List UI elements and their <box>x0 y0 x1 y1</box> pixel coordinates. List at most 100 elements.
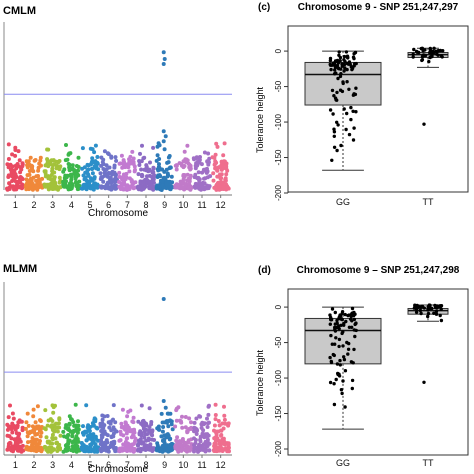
data-point <box>142 155 147 160</box>
data-point <box>166 160 171 165</box>
data-point <box>43 169 48 174</box>
data-point <box>44 435 49 440</box>
data-point <box>36 168 41 173</box>
jitter-points <box>328 303 444 409</box>
data-point <box>345 67 349 72</box>
x-tick-label: 8 <box>143 460 148 470</box>
data-point <box>137 163 142 167</box>
data-point <box>138 437 143 442</box>
data-point <box>26 440 30 445</box>
data-point <box>13 148 18 152</box>
data-point <box>79 186 84 191</box>
data-point <box>337 337 342 342</box>
data-point <box>74 164 79 168</box>
y-tick-label: -150 <box>274 149 283 166</box>
data-point <box>8 403 12 408</box>
data-point <box>31 407 36 412</box>
data-point <box>27 184 32 188</box>
y-tick-label: -200 <box>274 184 283 201</box>
data-point <box>151 177 156 182</box>
data-point <box>349 117 353 122</box>
data-point <box>7 447 11 451</box>
data-point <box>43 408 48 413</box>
data-point <box>149 422 154 427</box>
data-point <box>100 425 105 429</box>
data-point <box>23 426 28 431</box>
data-point <box>198 155 202 159</box>
x-tick-label: 7 <box>125 460 130 470</box>
data-point <box>216 165 221 170</box>
data-point <box>328 380 333 385</box>
data-point <box>49 424 54 429</box>
data-point <box>10 423 15 428</box>
data-point <box>212 423 217 428</box>
data-point <box>181 442 186 447</box>
data-point <box>88 446 93 451</box>
data-point <box>69 417 74 422</box>
data-point <box>73 176 78 181</box>
data-point <box>92 164 97 169</box>
data-point <box>343 312 347 317</box>
data-point <box>61 429 66 434</box>
data-point <box>144 177 149 182</box>
data-point <box>75 426 80 430</box>
data-point <box>224 187 229 192</box>
data-point <box>158 447 163 452</box>
data-point <box>329 360 334 365</box>
data-point <box>215 144 220 149</box>
data-point <box>37 177 41 182</box>
data-point <box>123 420 128 425</box>
data-point <box>347 325 352 329</box>
x-tick-label: 4 <box>69 200 74 210</box>
data-point <box>434 312 439 316</box>
data-point <box>216 438 221 443</box>
data-point <box>166 411 171 416</box>
data-point <box>141 186 146 191</box>
data-point <box>332 353 336 358</box>
data-point <box>165 174 170 179</box>
data-point <box>207 156 212 161</box>
panel-label: (c) <box>258 2 270 13</box>
data-point <box>27 169 32 173</box>
data-point <box>73 402 78 407</box>
data-point <box>28 155 33 160</box>
data-point <box>70 440 75 445</box>
data-point <box>341 330 345 334</box>
data-point <box>43 174 48 179</box>
data-point <box>15 423 20 428</box>
data-point <box>213 413 218 417</box>
data-point <box>14 174 19 179</box>
data-point <box>100 417 105 422</box>
data-point <box>19 419 24 424</box>
data-point <box>431 49 435 54</box>
data-point <box>338 55 343 60</box>
data-point <box>339 143 343 148</box>
y-axis-label: Tolerance height <box>255 349 265 416</box>
data-point <box>46 164 51 169</box>
data-point <box>47 174 52 179</box>
data-point <box>57 166 62 171</box>
data-point <box>131 415 136 420</box>
data-point <box>221 166 226 171</box>
data-point <box>351 109 355 114</box>
data-point <box>70 163 75 168</box>
peak-point <box>163 405 168 410</box>
data-point <box>20 185 25 190</box>
data-point <box>161 425 166 429</box>
data-point <box>93 434 98 439</box>
data-point <box>117 438 122 443</box>
data-point <box>328 108 333 112</box>
data-point <box>125 436 130 441</box>
data-point <box>212 436 217 441</box>
data-point <box>117 161 122 166</box>
data-point <box>113 175 118 180</box>
data-point <box>75 169 79 174</box>
data-point <box>168 165 173 170</box>
data-point <box>151 166 156 171</box>
manhattan-panel-cmlm: CMLM 1 2 3 4 5 6 7 8 9 10 11 12 Chromosome <box>3 5 232 219</box>
data-point <box>161 438 166 443</box>
data-point <box>70 434 75 439</box>
data-point <box>24 187 29 192</box>
data-point <box>76 155 81 160</box>
data-point <box>37 180 42 185</box>
